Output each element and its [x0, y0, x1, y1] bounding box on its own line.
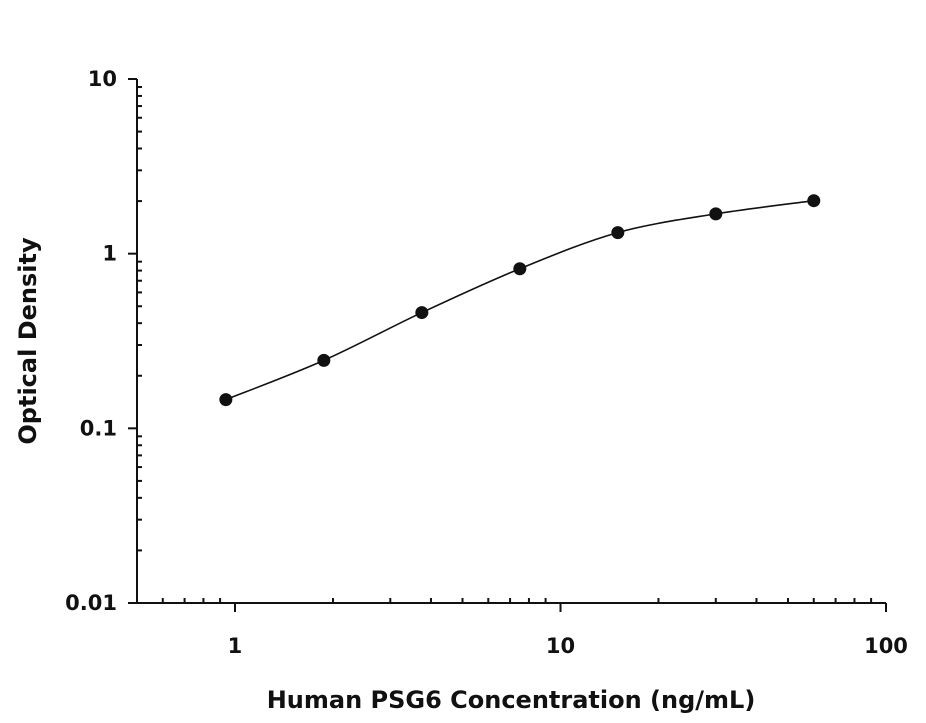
- data-point: [611, 226, 625, 240]
- fit-curve: [225, 199, 814, 401]
- y-axis-title: Optical Density: [14, 237, 42, 445]
- data-point: [219, 393, 233, 407]
- y-tick-label: 10: [88, 67, 117, 91]
- data-points: [219, 194, 821, 407]
- data-point: [513, 262, 527, 276]
- y-tick-label: 0.1: [80, 416, 117, 440]
- x-tick-label: 100: [864, 634, 908, 658]
- tick-labels: 0.01 0.1 1 10 1 10 100: [65, 67, 908, 658]
- data-point: [709, 207, 723, 221]
- x-tick-label: 10: [546, 634, 575, 658]
- x-tick-label: 1: [228, 634, 243, 658]
- data-point: [807, 194, 821, 208]
- x-axis-title: Human PSG6 Concentration (ng/mL): [267, 686, 756, 714]
- axes: [128, 78, 887, 612]
- data-point: [415, 306, 429, 320]
- data-point: [317, 353, 331, 367]
- y-tick-label: 1: [102, 242, 117, 266]
- y-tick-label: 0.01: [65, 591, 117, 615]
